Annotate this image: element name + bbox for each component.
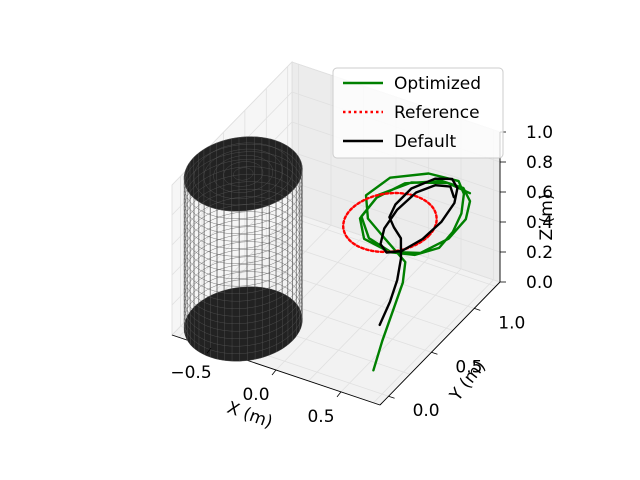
- grid-y-floor: [244, 259, 453, 331]
- cylinder-cap-ring: [183, 136, 303, 212]
- legend-label-default: Default: [394, 132, 456, 152]
- z-axis-label: Z (m): [537, 194, 557, 241]
- x-tick-label: −0.5: [170, 363, 211, 383]
- cylinder-cap-ring: [193, 142, 293, 206]
- trajectory-series: [342, 172, 472, 372]
- grid-x-floor: [275, 246, 397, 371]
- z-tick-label: 0.8: [526, 153, 553, 173]
- x-tick-label: 0.5: [307, 407, 334, 427]
- cylinder-cap-ring: [203, 148, 283, 200]
- legend-box: [332, 67, 504, 159]
- z-tick-label: 1.0: [526, 123, 553, 143]
- z-tick-label: 0.0: [526, 273, 553, 293]
- legend: Optimized Reference Default: [332, 67, 504, 159]
- y-axis-label: Y (m): [446, 357, 490, 406]
- cylinder-obstacle: [183, 136, 303, 362]
- y-axis-line: [379, 281, 501, 406]
- grid-x-floor: [340, 268, 462, 393]
- grid-z-back: [291, 181, 501, 253]
- grid-z-back: [291, 211, 501, 283]
- y-tick-label: 0.0: [413, 401, 440, 421]
- x-tick-label: 0.0: [242, 385, 269, 405]
- z-tick-label: 0.2: [526, 243, 553, 263]
- y-tick-mark: [431, 351, 438, 355]
- cylinder-bottom-cap: [184, 286, 303, 362]
- z-tick-label: 0.6: [526, 183, 553, 203]
- y-tick-mark: [388, 395, 395, 399]
- z-tick-label: 0.4: [526, 213, 553, 233]
- y-tick-mark: [474, 307, 481, 311]
- grid-y-floor: [266, 237, 475, 309]
- cylinder-cap-ring: [233, 167, 254, 181]
- x-tick-mark: [271, 369, 277, 376]
- cylinder-cap-ring: [223, 161, 264, 187]
- legend-label-optimized: Optimized: [394, 74, 481, 94]
- grid-x-floor: [373, 279, 494, 404]
- grid-x-floor: [308, 257, 429, 382]
- x-tick-mark: [336, 391, 342, 398]
- cylinder-cap-ring: [213, 155, 274, 193]
- y-tick-label: 0.5: [455, 357, 482, 377]
- series-line-default: [378, 177, 459, 327]
- legend-label-reference: Reference: [394, 103, 480, 123]
- x-tick-mark: [206, 347, 212, 354]
- y-tick-label: 1.0: [498, 313, 525, 333]
- tick-labels: −0.50.00.5 0.00.51.00.00.20.40.60.81.0: [170, 123, 553, 427]
